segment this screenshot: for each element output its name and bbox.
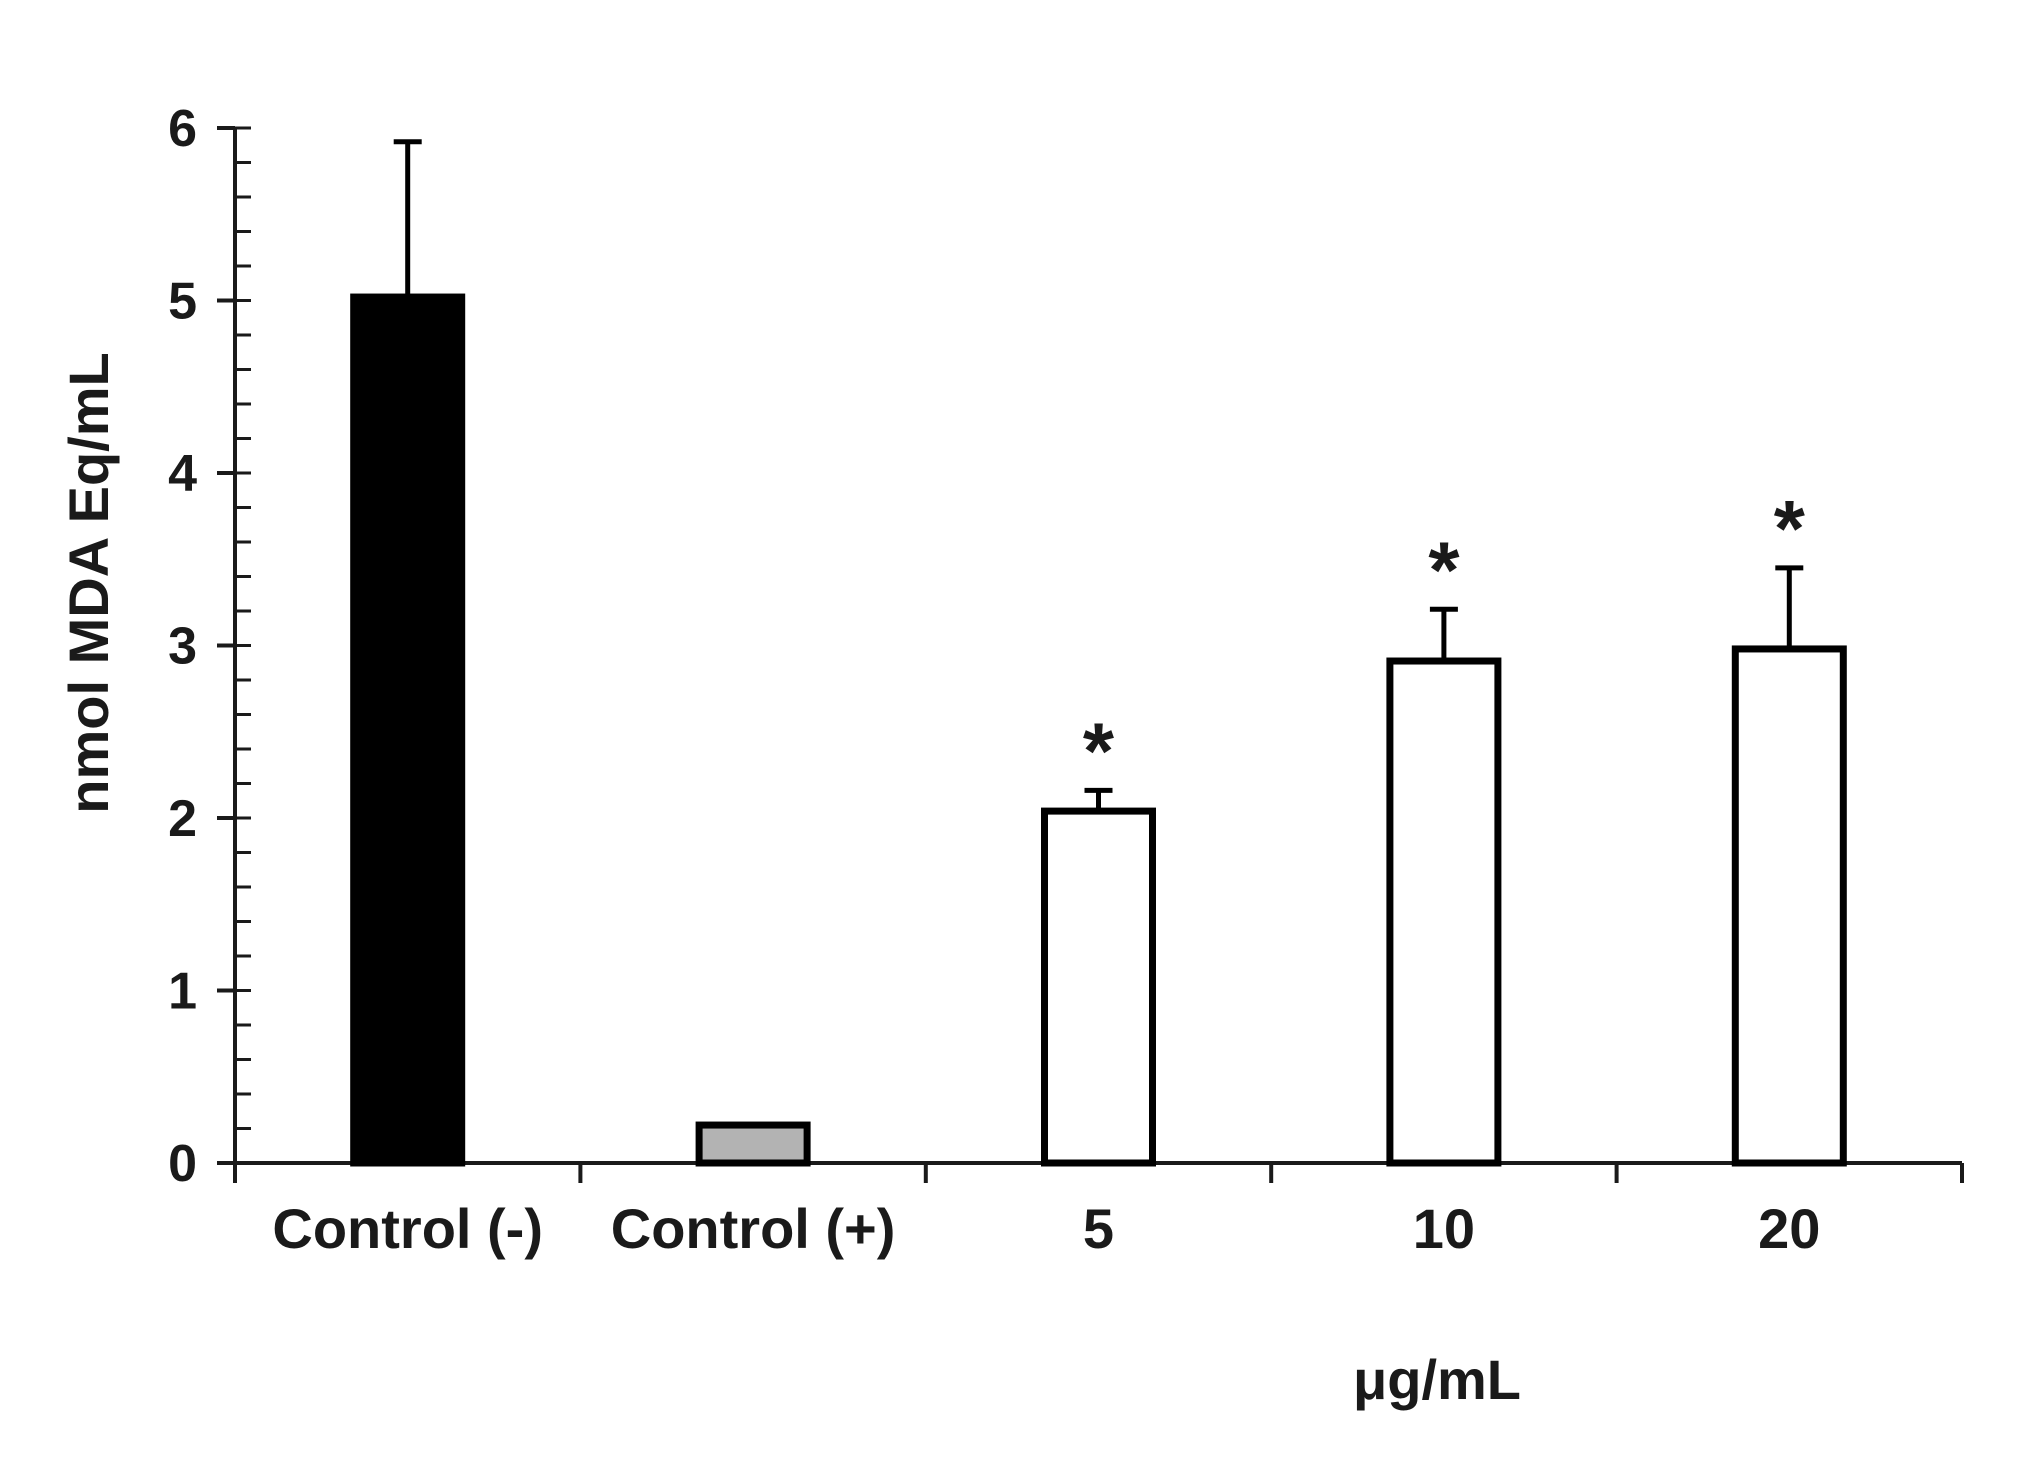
y-tick-label: 0 xyxy=(168,1135,197,1193)
axis-labels: nmol MDA Eq/mL μg/mL xyxy=(57,352,1521,1411)
significance-star-4: * xyxy=(1774,484,1806,573)
bars xyxy=(350,293,1847,1167)
bar-3 xyxy=(1386,657,1502,1167)
y-tick-label: 5 xyxy=(168,273,197,331)
significance-star-2: * xyxy=(1083,706,1115,795)
y-tick-label: 2 xyxy=(168,790,197,848)
y-axis-title: nmol MDA Eq/mL xyxy=(57,352,120,813)
x-tick-label-3: 10 xyxy=(1413,1197,1475,1260)
error-bars xyxy=(393,139,1804,812)
bar-0 xyxy=(350,293,466,1167)
x-axis: Control (-) Control (+) 5 10 20 xyxy=(233,1161,1964,1260)
x-tick-label-4: 20 xyxy=(1758,1197,1820,1260)
bar-1 xyxy=(695,1121,811,1167)
x-axis-title: μg/mL xyxy=(1353,1348,1521,1411)
y-tick-label: 6 xyxy=(168,100,197,158)
y-tick-label: 1 xyxy=(168,963,197,1021)
x-tick-label-0: Control (-) xyxy=(272,1197,543,1260)
bar-2 xyxy=(1041,807,1156,1167)
y-tick-label: 3 xyxy=(168,618,197,676)
significance-star-3: * xyxy=(1428,525,1460,614)
significance-markers: * * * xyxy=(1083,484,1806,796)
y-axis: 0 1 2 3 4 5 6 xyxy=(168,100,251,1193)
y-tick-label: 4 xyxy=(168,445,197,503)
x-tick-label-2: 5 xyxy=(1083,1197,1114,1260)
bar-4 xyxy=(1731,645,1847,1167)
x-tick-label-1: Control (+) xyxy=(611,1197,896,1260)
